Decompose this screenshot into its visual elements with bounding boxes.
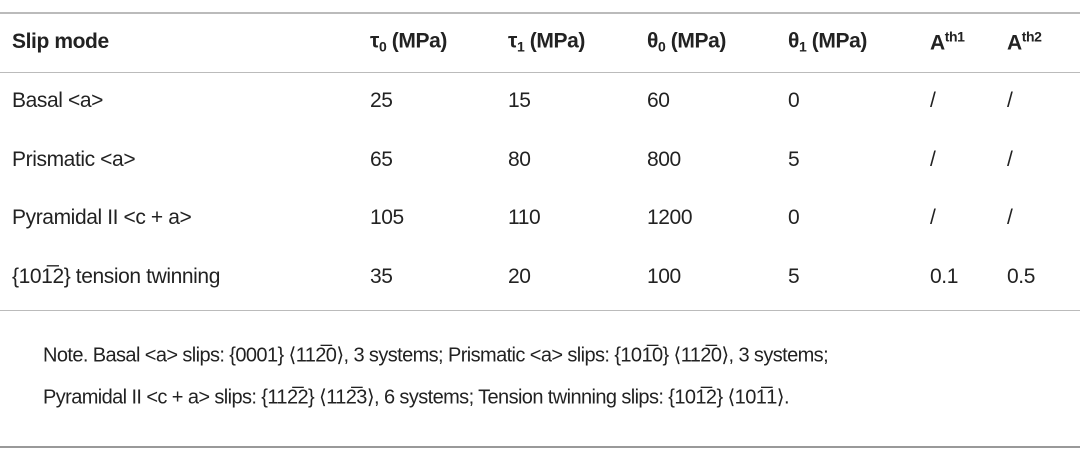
header-theta1: θ1 (MPa) [788, 30, 867, 55]
cell-ath2: / [1007, 206, 1013, 229]
cell-ath1: / [930, 206, 936, 229]
cell-mode: Prismatic <a> [12, 148, 136, 171]
top-rule [0, 12, 1080, 14]
cell-ath2: / [1007, 89, 1013, 112]
cell-tau1: 110 [508, 206, 541, 229]
cell-tau1: 80 [508, 148, 531, 171]
header-tau1-symbol: τ [508, 29, 517, 53]
cell-theta1: 5 [788, 148, 800, 171]
header-rule [0, 72, 1080, 73]
cell-theta0: 800 [647, 148, 681, 171]
cell-theta1: 0 [788, 89, 800, 112]
cell-mode: Basal <a> [12, 89, 103, 112]
header-ath2: Ath2 [1007, 29, 1042, 56]
cell-theta1: 0 [788, 206, 800, 229]
table-bottom-rule [0, 310, 1080, 311]
cell-theta0: 1200 [647, 206, 693, 229]
header-ath1: Ath1 [930, 29, 965, 56]
header-tau0: τ0 (MPa) [370, 30, 447, 55]
header-ath2-symbol: A [1007, 31, 1022, 55]
header-theta1-symbol: θ [788, 29, 799, 53]
header-tau1: τ1 (MPa) [508, 30, 585, 55]
header-theta1-sub: 1 [798, 38, 807, 55]
cell-ath2: / [1007, 148, 1013, 171]
cell-tau0: 105 [370, 206, 404, 229]
header-theta0: θ0 (MPa) [647, 30, 726, 55]
header-tau1-sub: 1 [516, 38, 525, 55]
header-tau0-sub: 0 [378, 38, 387, 55]
cell-theta1: 5 [788, 265, 800, 288]
cell-mode: Pyramidal II <c + a> [12, 206, 192, 229]
cell-ath1: / [930, 89, 936, 112]
header-slip-mode: Slip mode [12, 30, 109, 53]
cell-ath2: 0.5 [1007, 265, 1035, 288]
header-tau0-unit: (MPa) [386, 29, 448, 53]
cell-theta0: 100 [647, 265, 681, 288]
header-theta0-sub: 0 [657, 38, 666, 55]
table-note-line-2: Pyramidal II <c + a> slips: {112̅2} ⟨112… [43, 386, 790, 409]
cell-tau1: 15 [508, 89, 531, 112]
header-theta1-unit: (MPa) [806, 29, 868, 53]
cell-ath1: / [930, 148, 936, 171]
header-ath1-symbol: A [930, 31, 945, 55]
cell-tau0: 25 [370, 89, 393, 112]
header-theta0-unit: (MPa) [665, 29, 727, 53]
bottom-rule [0, 446, 1080, 448]
cell-tau0: 65 [370, 148, 393, 171]
header-tau1-unit: (MPa) [524, 29, 586, 53]
cell-tau0: 35 [370, 265, 393, 288]
cell-ath1: 0.1 [930, 265, 958, 288]
header-tau0-symbol: τ [370, 29, 379, 53]
cell-tau1: 20 [508, 265, 531, 288]
header-ath1-sup: th1 [944, 28, 965, 45]
cell-theta0: 60 [647, 89, 670, 112]
cell-mode: {101̅2} tension twinning [12, 265, 220, 288]
header-ath2-sup: th2 [1021, 28, 1042, 45]
header-theta0-symbol: θ [647, 29, 658, 53]
table-note-line-1: Note. Basal <a> slips: {0001} ⟨112̅0⟩, 3… [43, 344, 829, 367]
